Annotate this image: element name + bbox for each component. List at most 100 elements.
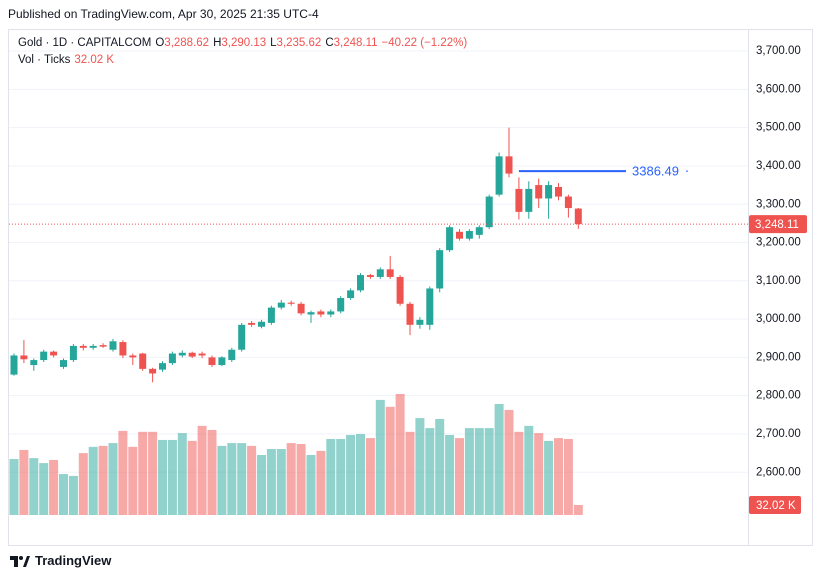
volume-bar (197, 425, 207, 515)
candle-body (406, 303, 414, 325)
change: −40.22 (−1.22%) (381, 37, 468, 49)
candle-body (277, 302, 285, 308)
candle-body (555, 186, 562, 197)
candle-body (20, 355, 28, 360)
candle-body (178, 352, 186, 356)
candle-body (248, 322, 256, 325)
volume-bar (375, 399, 385, 515)
candle-body (376, 269, 384, 277)
last-volume-label: 32.02 K (756, 500, 796, 512)
horizontal-line-label: 3386.49 (632, 164, 679, 179)
volume-bar (19, 449, 29, 515)
candle-body (198, 353, 206, 356)
candle-body (99, 345, 107, 347)
volume-bar (257, 454, 266, 515)
candle-body (515, 188, 523, 212)
volume-bar (494, 404, 504, 515)
volume-bar (405, 431, 415, 515)
candle-body (109, 341, 117, 350)
candle-body (218, 357, 226, 366)
candle-body (149, 368, 157, 374)
y-tick-label: 3,500.00 (756, 122, 801, 134)
y-tick-label: 3,200.00 (756, 237, 801, 249)
volume-bar (365, 438, 375, 515)
volume-bar (128, 446, 138, 515)
candle-body (307, 312, 315, 315)
volume-bar (108, 443, 118, 515)
candle-body (40, 351, 48, 361)
candle-body (475, 227, 483, 235)
candle-body (79, 345, 87, 348)
legend-row: Vol · Ticks 32.02 K (18, 52, 467, 69)
volume-bar (59, 474, 68, 515)
candle-body (495, 156, 503, 195)
volume-bar (98, 445, 108, 515)
candle-body (564, 196, 572, 209)
last-price-box (749, 215, 807, 234)
h-key: H (213, 37, 222, 49)
c-key: C (325, 37, 334, 49)
brand: TradingView (35, 553, 112, 568)
y-tick-label: 3,000.00 (756, 313, 801, 325)
l-val: 3,235.62 (276, 37, 322, 49)
volume-bar (158, 439, 167, 515)
volume-bar (455, 438, 464, 515)
volume-bar (266, 449, 276, 515)
candle-body (297, 303, 305, 314)
candle-body (139, 353, 147, 369)
ohlc: L3,235.62 (270, 35, 321, 52)
volume-bar (177, 433, 187, 515)
candle-body (337, 298, 345, 312)
volume-title: Vol · Ticks (18, 54, 71, 66)
volume-bar (524, 425, 534, 515)
candle-body (89, 345, 97, 348)
last-price-label: 3,248.11 (755, 219, 799, 231)
symbol: Gold · 1D · CAPITALCOM (18, 37, 152, 49)
volume-bar (78, 453, 88, 515)
volume-bar (68, 475, 78, 515)
l-key: L (270, 37, 277, 49)
candle-body (30, 360, 38, 366)
volume-bar (425, 428, 435, 515)
volume-val: 32.02 K (74, 54, 115, 66)
last-volume-box (749, 495, 801, 514)
volume-bar (346, 434, 356, 515)
chart-border (8, 29, 813, 546)
candle-body (446, 227, 454, 251)
volume-bar (148, 431, 158, 515)
logo (10, 555, 30, 567)
volume-bar (415, 418, 425, 515)
candle-body (267, 307, 275, 323)
volume-bar (504, 409, 514, 515)
volume-bar (534, 433, 544, 515)
y-tick-label: 3,400.00 (756, 160, 801, 172)
candle-body (525, 188, 533, 212)
c-val: 3,248.11 (333, 37, 378, 49)
ohlc: O3,288.62 (155, 35, 209, 52)
candle-body (535, 185, 543, 199)
volume-bar (138, 431, 148, 515)
volume-bar (286, 443, 296, 515)
o-val: 3,288.62 (164, 37, 210, 49)
volume-bar (395, 394, 405, 515)
y-tick-label: 2,600.00 (756, 466, 801, 478)
candle-body (386, 269, 394, 277)
candle-body (258, 321, 265, 327)
candle-body (129, 355, 137, 358)
volume-bar (544, 440, 554, 515)
volume-bar (118, 430, 128, 515)
volume-bar (207, 429, 217, 515)
volume-bar (88, 446, 98, 515)
volume-bar (336, 439, 346, 515)
candle-body (396, 276, 404, 304)
volume-bar (385, 406, 395, 515)
volume-bar (227, 443, 237, 515)
candle-body (485, 196, 493, 228)
candle-body (60, 360, 67, 367)
candle-body (426, 288, 434, 325)
y-tick-label: 2,900.00 (756, 351, 801, 363)
o-key: O (155, 37, 165, 49)
candle-body (327, 311, 335, 315)
candle-body (50, 351, 58, 356)
